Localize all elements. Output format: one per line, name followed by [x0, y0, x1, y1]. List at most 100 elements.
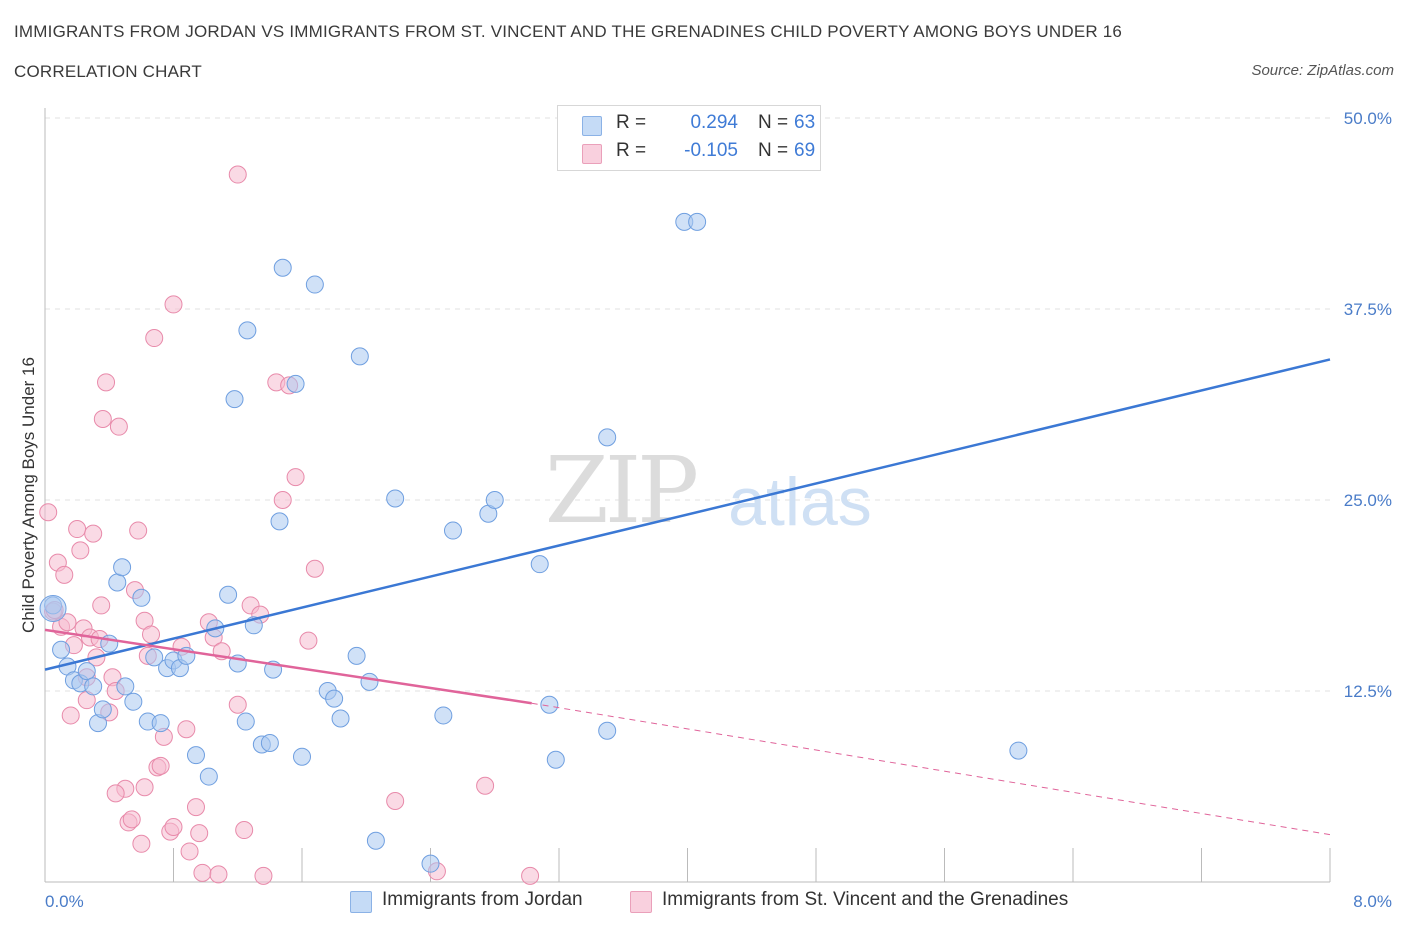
data-point-stvincent	[164, 295, 183, 314]
data-point-jordan	[225, 390, 244, 409]
data-point-stvincent	[193, 863, 212, 882]
x-tick-label: 0.0%	[45, 892, 84, 911]
data-point-jordan	[93, 700, 112, 719]
data-point-stvincent	[106, 784, 125, 803]
data-point-stvincent	[145, 329, 164, 348]
bottom-legend-label-jordan: Immigrants from Jordan	[382, 889, 583, 910]
data-point-stvincent	[209, 865, 228, 884]
data-point-stvincent	[122, 810, 141, 829]
data-point-stvincent	[71, 541, 90, 560]
data-point-jordan	[325, 689, 344, 708]
data-point-jordan	[151, 714, 170, 733]
data-point-stvincent	[286, 468, 305, 487]
chart-title: IMMIGRANTS FROM JORDAN VS IMMIGRANTS FRO…	[14, 22, 1123, 41]
source-label: Source: ZipAtlas.com	[1251, 62, 1394, 79]
y-tick-label: 25.0%	[1344, 491, 1392, 510]
data-point-jordan	[688, 212, 707, 231]
data-point-stvincent	[186, 798, 205, 817]
tick-labels: 12.5% 25.0% 37.5% 50.0% 0.0% 8.0%	[45, 109, 1392, 911]
y-tick-label: 50.0%	[1344, 109, 1392, 128]
trend-line-stvincent	[44, 628, 532, 705]
data-point-jordan	[331, 709, 350, 728]
data-point-stvincent	[235, 821, 254, 840]
legend-r-value: -0.105	[684, 140, 738, 161]
y-axis-label: Child Poverty Among Boys Under 16	[19, 357, 38, 633]
bottom-legend-label-stvincent: Immigrants from St. Vincent and the Gren…	[662, 889, 1069, 910]
trend-line-jordan	[44, 358, 1331, 671]
data-point-stvincent	[39, 503, 58, 522]
data-point-jordan	[273, 258, 292, 277]
trend-line-stvincent-extension	[531, 702, 1331, 836]
data-point-stvincent	[97, 373, 116, 392]
data-point-jordan	[421, 854, 440, 873]
legend-r-value: 0.294	[690, 112, 738, 133]
data-point-jordan	[260, 733, 279, 752]
data-point-jordan	[434, 706, 453, 725]
data-point-stvincent	[68, 520, 87, 539]
legend-r-label: R =	[616, 140, 647, 161]
data-point-stvincent	[151, 756, 170, 775]
data-point-stvincent	[305, 559, 324, 578]
data-point-jordan	[116, 677, 135, 696]
data-point-jordan	[286, 374, 305, 393]
data-point-stvincent	[142, 625, 161, 644]
data-point-jordan	[108, 573, 127, 592]
legend-swatch-stvincent	[582, 144, 602, 164]
data-point-jordan	[124, 692, 143, 711]
data-point-stvincent	[190, 824, 209, 843]
legend-r-label: R =	[616, 112, 647, 133]
chart-subtitle: CORRELATION CHART	[14, 62, 202, 81]
data-point-jordan	[219, 585, 238, 604]
legend-swatch-jordan	[582, 116, 602, 136]
y-tick-label: 37.5%	[1344, 300, 1392, 319]
data-point-jordan	[347, 646, 366, 665]
data-point-stvincent	[135, 778, 154, 797]
data-point-stvincent	[58, 613, 77, 632]
data-point-stvincent	[273, 491, 292, 509]
data-point-stvincent	[93, 410, 112, 429]
data-point-jordan	[52, 640, 71, 659]
data-point-stvincent	[228, 165, 247, 184]
legend-n-label: N =	[758, 112, 789, 133]
data-point-stvincent	[228, 695, 247, 714]
data-point-stvincent	[386, 792, 405, 811]
data-point-jordan	[199, 767, 218, 786]
data-point-stvincent	[476, 776, 495, 795]
data-point-jordan	[366, 831, 385, 850]
data-point-jordan	[77, 662, 96, 681]
data-point-jordan	[113, 558, 132, 577]
data-point-jordan	[360, 672, 379, 691]
stats-legend: R = 0.294 N = 63 R = -0.105 N = 69	[557, 105, 821, 171]
data-point-jordan	[236, 712, 255, 731]
trend-lines	[44, 358, 1331, 836]
data-point-stvincent	[92, 596, 111, 615]
data-point-stvincent	[132, 834, 151, 853]
data-point-jordan	[350, 347, 369, 366]
data-point-stvincent	[521, 866, 540, 885]
bottom-legend-swatch-jordan	[350, 891, 372, 913]
data-point-jordan	[540, 695, 559, 714]
watermark-zip: ZIP	[545, 437, 696, 544]
legend-n-value: 69	[794, 140, 816, 161]
data-point-stvincent	[129, 521, 148, 540]
data-point-jordan	[305, 275, 324, 294]
y-tick-label: 12.5%	[1344, 682, 1392, 701]
data-point-jordan	[270, 512, 289, 531]
data-point-stvincent	[254, 866, 273, 885]
data-point-stvincent	[55, 565, 74, 584]
data-point-stvincent	[299, 631, 318, 650]
data-point-stvincent	[164, 817, 183, 836]
data-point-jordan	[238, 321, 257, 340]
data-point-jordan	[84, 677, 103, 696]
data-point-jordan	[546, 750, 565, 769]
watermark: ZIP atlas	[545, 437, 872, 544]
data-point-jordan	[485, 491, 504, 509]
data-point-jordan	[443, 521, 462, 540]
data-point-jordan	[39, 594, 67, 622]
x-tick-label: 8.0%	[1353, 892, 1392, 911]
data-point-stvincent	[180, 842, 199, 861]
data-point-stvincent	[84, 524, 103, 543]
data-point-stvincent	[177, 720, 196, 739]
data-point-jordan	[145, 648, 164, 667]
